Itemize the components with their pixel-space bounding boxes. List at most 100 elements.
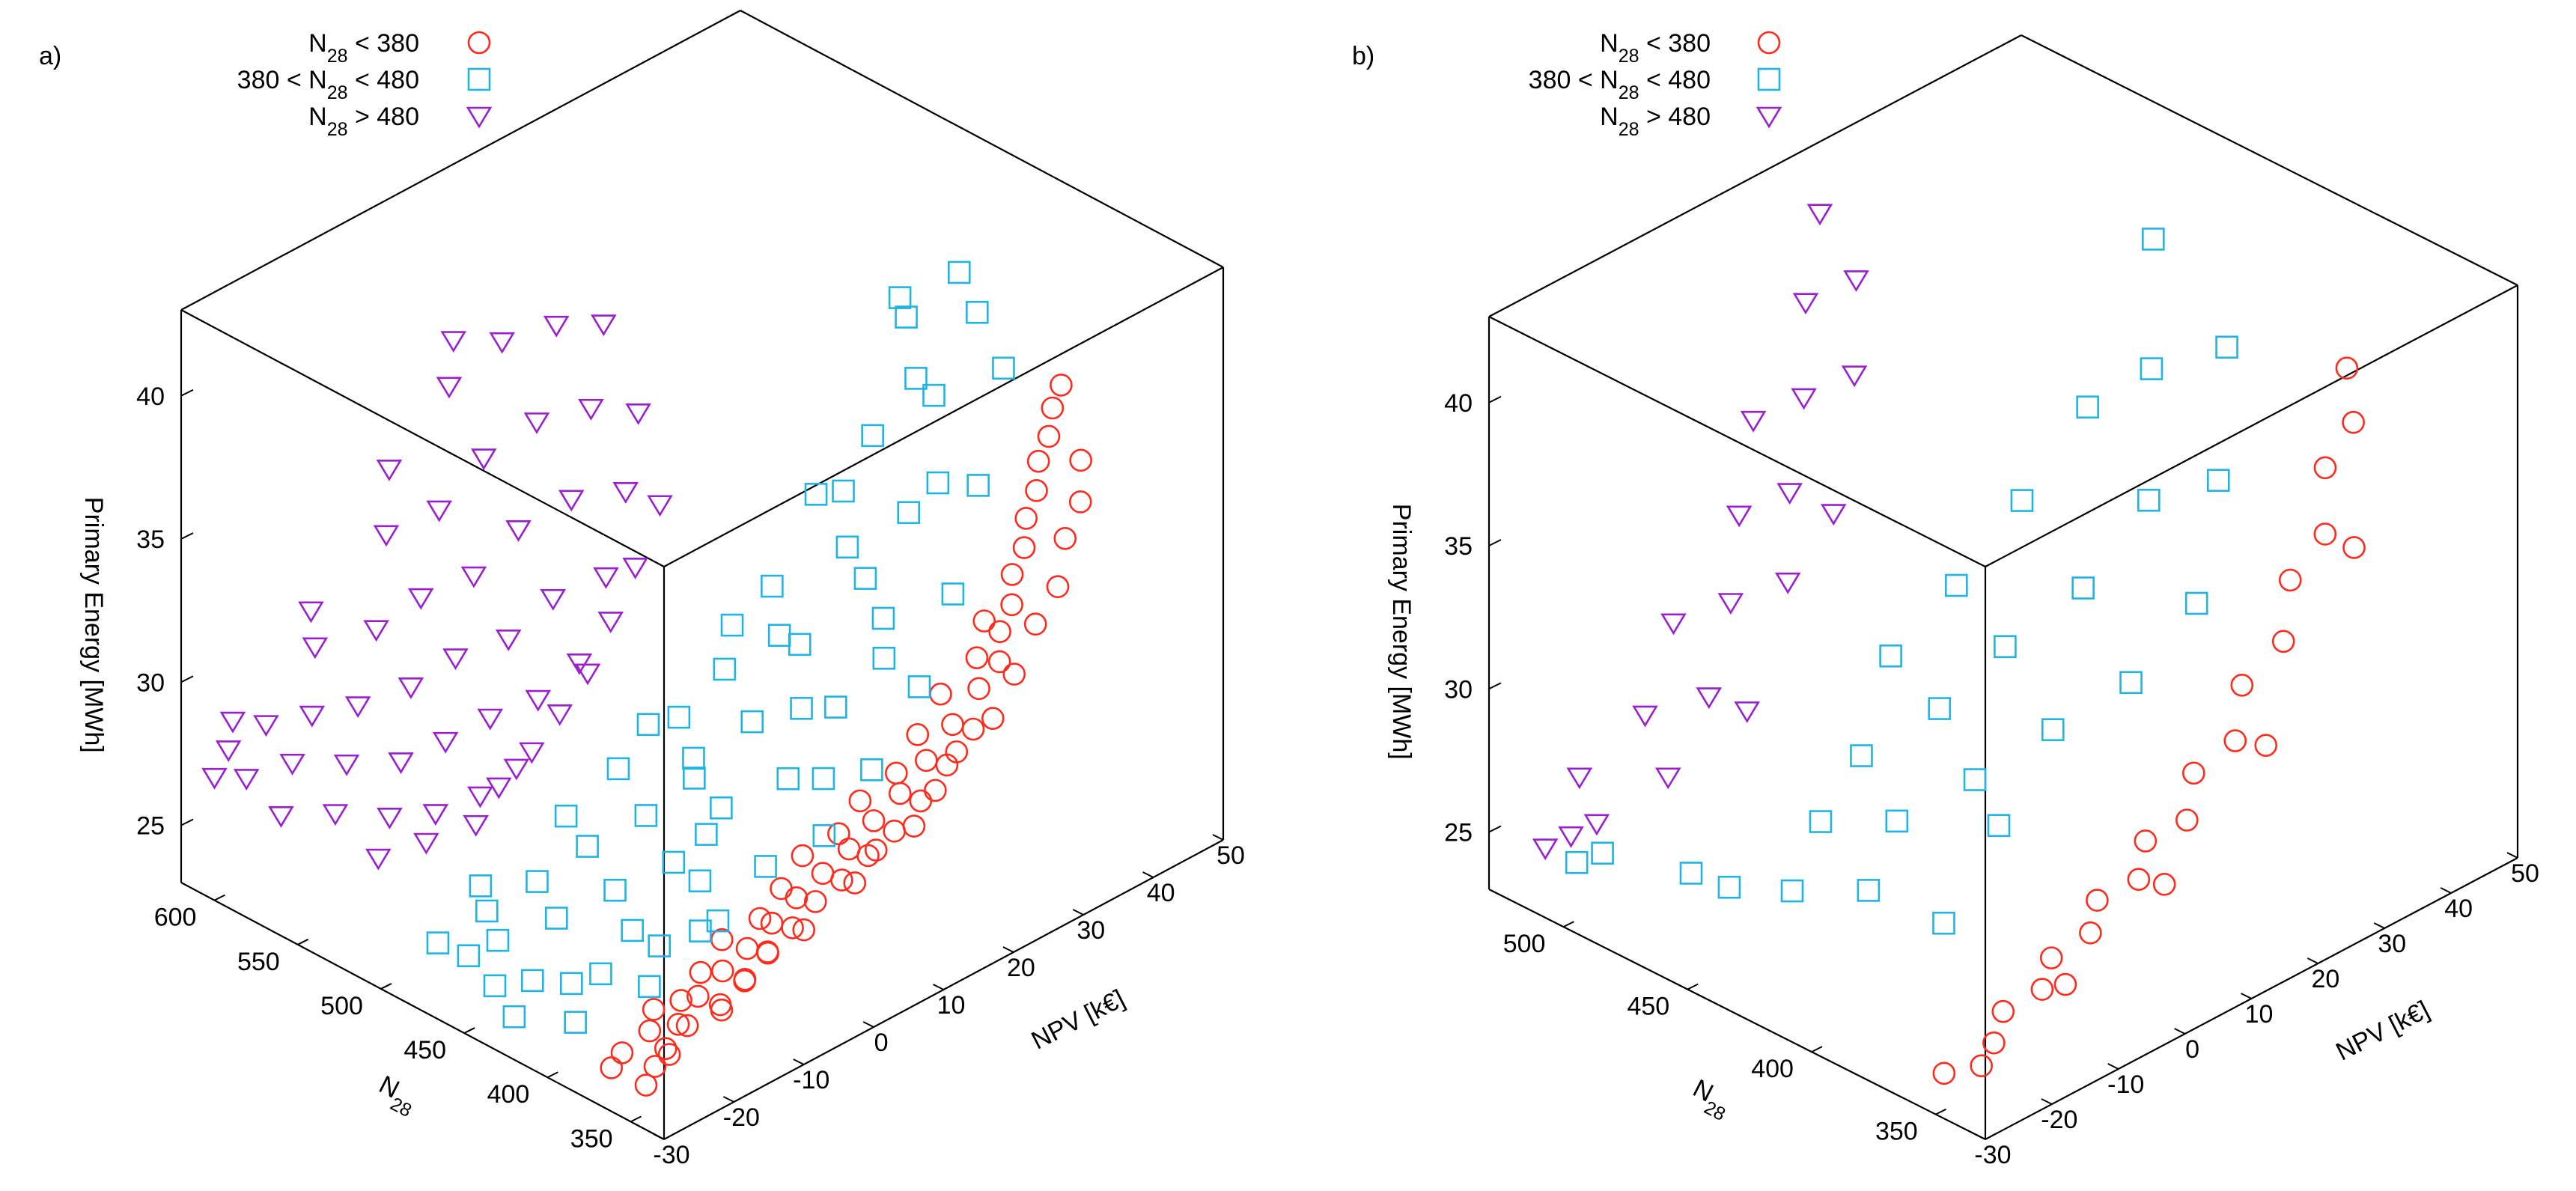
data-point-high [422, 804, 449, 826]
data-point-mid [689, 919, 712, 942]
data-point-low [634, 1073, 658, 1097]
data-point-high [344, 696, 371, 719]
legend-entry-label: N28 > 480 [308, 103, 419, 140]
data-point-low [837, 837, 861, 861]
data-point-low [924, 779, 947, 802]
data-point-mid [853, 567, 877, 590]
data-point-mid [1932, 911, 1955, 935]
y-tick-mark [1563, 921, 1574, 927]
data-point-low [909, 789, 933, 813]
data-point-mid [790, 696, 813, 720]
data-point-low [657, 1043, 681, 1066]
data-point-low [1025, 479, 1048, 502]
legend-entry-label: 380 < N28 < 480 [237, 66, 419, 103]
data-point-low [981, 707, 1005, 730]
data-point-low [1012, 536, 1036, 559]
scatter-points [201, 261, 1092, 1097]
y-tick-label: 600 [154, 904, 197, 932]
legend-marker-low [467, 31, 491, 55]
x-axis-label: NPV [k€] [2331, 996, 2434, 1067]
data-point-high [578, 398, 604, 421]
data-point-low [792, 918, 816, 942]
data-point-high [373, 525, 400, 547]
data-point-mid [1987, 814, 2011, 838]
data-point-low [902, 814, 926, 838]
data-point-low [1014, 507, 1038, 530]
x-tick-mark [2306, 957, 2318, 964]
data-point-high [298, 601, 324, 624]
x-tick-mark [2107, 1063, 2119, 1070]
legend-marker-high [466, 106, 493, 129]
x-tick-label: 0 [2185, 1035, 2199, 1064]
data-point-mid [2184, 591, 2208, 615]
data-point-mid [603, 878, 627, 902]
data-point-low [669, 989, 692, 1012]
data-point-high [233, 769, 260, 791]
data-point-low [642, 998, 666, 1021]
data-point-mid [767, 624, 791, 648]
data-point-high [543, 315, 570, 338]
data-point-mid [966, 474, 990, 497]
data-point-low [760, 911, 784, 935]
data-point-low [1046, 575, 1070, 599]
y-tick-label: 400 [1751, 1055, 1794, 1083]
data-point-mid [544, 907, 568, 930]
data-point-low [781, 916, 804, 939]
data-point-low [987, 650, 1011, 674]
data-point-high [477, 708, 504, 731]
data-point-mid [564, 1011, 587, 1034]
y-tick-label: 500 [1503, 930, 1546, 958]
data-point-mid [683, 767, 706, 790]
data-point-mid [457, 944, 481, 968]
data-point-low [689, 960, 713, 984]
data-point-low [961, 717, 985, 741]
data-point-high [489, 332, 515, 354]
data-point-low [1000, 563, 1024, 586]
data-point-low [1002, 662, 1026, 686]
data-point-low [733, 969, 756, 993]
data-point-high [1740, 410, 1767, 433]
x-tick-label: 50 [2511, 859, 2539, 888]
x-tick-mark [2174, 1028, 2186, 1035]
data-point-mid [634, 804, 658, 827]
data-point-low [848, 789, 872, 813]
x-tick-mark [653, 1133, 665, 1140]
data-point-low [2342, 410, 2365, 434]
data-point-mid [922, 383, 946, 407]
box-edge [740, 10, 1224, 268]
data-point-high [1726, 505, 1753, 528]
data-point-low [2030, 978, 2054, 1001]
z-axis-label: Primary Energy [MWh] [1387, 504, 1416, 760]
data-point-high [1566, 767, 1593, 790]
data-point-mid [926, 471, 950, 495]
x-tick-mark [2506, 852, 2518, 859]
data-point-high [279, 753, 305, 776]
data-point-mid [483, 974, 507, 998]
data-point-mid [720, 613, 744, 637]
data-point-high [1734, 701, 1760, 723]
x-tick-mark [722, 1096, 734, 1103]
data-point-mid [1928, 697, 1952, 720]
data-point-high [219, 711, 246, 734]
data-point-high [363, 620, 389, 642]
box-edge [180, 882, 665, 1140]
data-point-high [322, 804, 349, 826]
y-tick-mark [546, 1071, 558, 1079]
data-point-mid [992, 356, 1015, 380]
x-tick-mark [1072, 909, 1084, 916]
data-point-low [906, 723, 930, 746]
data-point-mid [824, 695, 847, 719]
data-point-low [856, 844, 880, 868]
data-point-mid [788, 633, 812, 657]
data-point-low [1053, 526, 1077, 550]
data-point-high [1717, 593, 1744, 615]
data-point-high [1660, 613, 1687, 636]
data-point-mid [1879, 644, 1902, 668]
data-point-low [885, 761, 908, 785]
data-point-low [929, 682, 952, 706]
x-tick-label: 10 [937, 991, 966, 1020]
box-edge [663, 266, 1224, 567]
data-point-low [1068, 490, 1092, 514]
legend-entry-label: 380 < N28 < 480 [1529, 66, 1711, 103]
data-point-high [597, 612, 624, 633]
